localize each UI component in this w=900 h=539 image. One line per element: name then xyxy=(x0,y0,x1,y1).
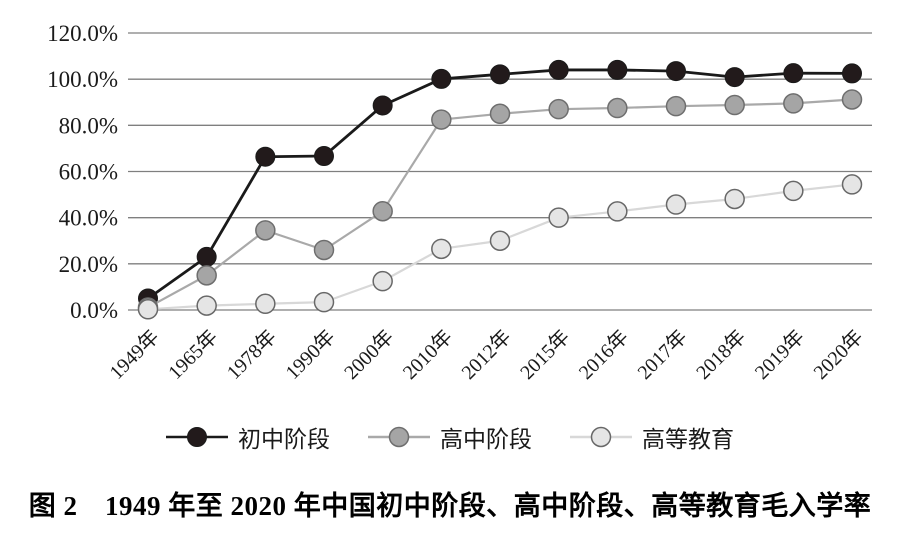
x-axis-tick-label: 1949年 xyxy=(105,325,164,384)
legend-label: 高等教育 xyxy=(642,427,734,452)
y-axis-tick-label: 20.0% xyxy=(59,252,118,277)
x-axis-tick-label: 2000年 xyxy=(340,325,399,384)
data-point-marker xyxy=(196,246,217,267)
legend-item: 初中阶段 xyxy=(166,420,330,454)
data-point-marker xyxy=(783,93,804,114)
figure-caption: 图 2 1949 年至 2020 年中国初中阶段、高中阶段、高等教育毛入学率 xyxy=(28,491,872,521)
y-axis-tick-label: 40.0% xyxy=(59,206,118,231)
data-point-marker xyxy=(665,194,687,215)
legend-label: 初中阶段 xyxy=(238,427,330,452)
data-point-marker xyxy=(196,295,217,316)
data-point-marker xyxy=(666,61,686,82)
legend-marker-icon xyxy=(166,427,228,447)
x-axis-tick-label: 2019年 xyxy=(750,325,809,384)
data-point-marker xyxy=(607,201,628,222)
data-point-marker xyxy=(841,174,863,195)
y-axis-tick-label: 80.0% xyxy=(59,113,118,138)
data-point-marker xyxy=(372,200,393,222)
chart-legend: 初中阶段 高中阶段 高等教育 xyxy=(0,420,900,454)
x-axis-tick-label: 2012年 xyxy=(457,325,516,384)
legend-item: 高中阶段 xyxy=(368,420,532,454)
data-point-marker xyxy=(489,103,511,125)
legend-marker-icon xyxy=(368,426,430,448)
x-axis-tick-label: 2018年 xyxy=(692,325,751,384)
x-axis-tick-label: 2020年 xyxy=(809,325,868,384)
data-point-marker xyxy=(548,59,569,80)
data-point-marker xyxy=(255,146,276,167)
data-point-marker xyxy=(783,63,804,84)
data-point-marker xyxy=(313,291,335,313)
legend-marker-icon xyxy=(570,426,632,448)
data-point-marker xyxy=(842,63,862,84)
data-point-marker xyxy=(313,239,335,261)
y-axis-tick-label: 120.0% xyxy=(47,21,118,46)
legend-label: 高中阶段 xyxy=(440,427,532,452)
data-point-marker xyxy=(255,293,276,315)
data-point-marker xyxy=(724,67,745,88)
legend-item: 高等教育 xyxy=(570,420,734,454)
y-axis-tick-label: 100.0% xyxy=(47,67,118,92)
data-point-marker xyxy=(607,97,628,119)
data-point-marker xyxy=(431,68,452,89)
chart-canvas: 0.0% 20.0% 40.0% 60.0% 80.0% 100.0% 120.0% 1949… xyxy=(47,21,872,384)
x-axis-tick-label: 1990年 xyxy=(281,325,340,384)
data-point-marker xyxy=(548,207,569,228)
data-point-marker xyxy=(431,109,452,130)
x-axis-tick-label: 2010年 xyxy=(398,325,457,384)
data-point-marker xyxy=(255,220,276,241)
data-point-marker xyxy=(724,94,745,116)
y-axis-tick-label: 0.0% xyxy=(70,298,118,323)
data-point-marker xyxy=(490,64,510,85)
x-axis-tick-label: 2017年 xyxy=(633,325,692,384)
data-point-marker xyxy=(314,146,334,167)
x-axis-tick-label: 1965年 xyxy=(164,325,223,384)
data-point-marker xyxy=(137,299,159,320)
x-axis-tick-label: 2015年 xyxy=(516,325,575,384)
data-point-marker xyxy=(607,59,628,80)
x-axis-tick-label: 1978年 xyxy=(222,325,281,384)
data-point-marker xyxy=(783,180,804,202)
x-axis-tick-label: 2016年 xyxy=(574,325,633,384)
data-point-marker xyxy=(431,238,452,260)
data-point-marker xyxy=(196,265,217,286)
series-line xyxy=(146,98,854,309)
data-point-marker xyxy=(665,95,687,117)
data-point-marker xyxy=(372,270,393,292)
data-point-marker xyxy=(724,188,745,210)
data-point-marker xyxy=(372,95,393,116)
y-axis-tick-label: 60.0% xyxy=(59,160,118,185)
data-point-marker xyxy=(841,89,863,110)
data-point-marker xyxy=(489,230,511,251)
data-point-marker xyxy=(548,98,569,120)
